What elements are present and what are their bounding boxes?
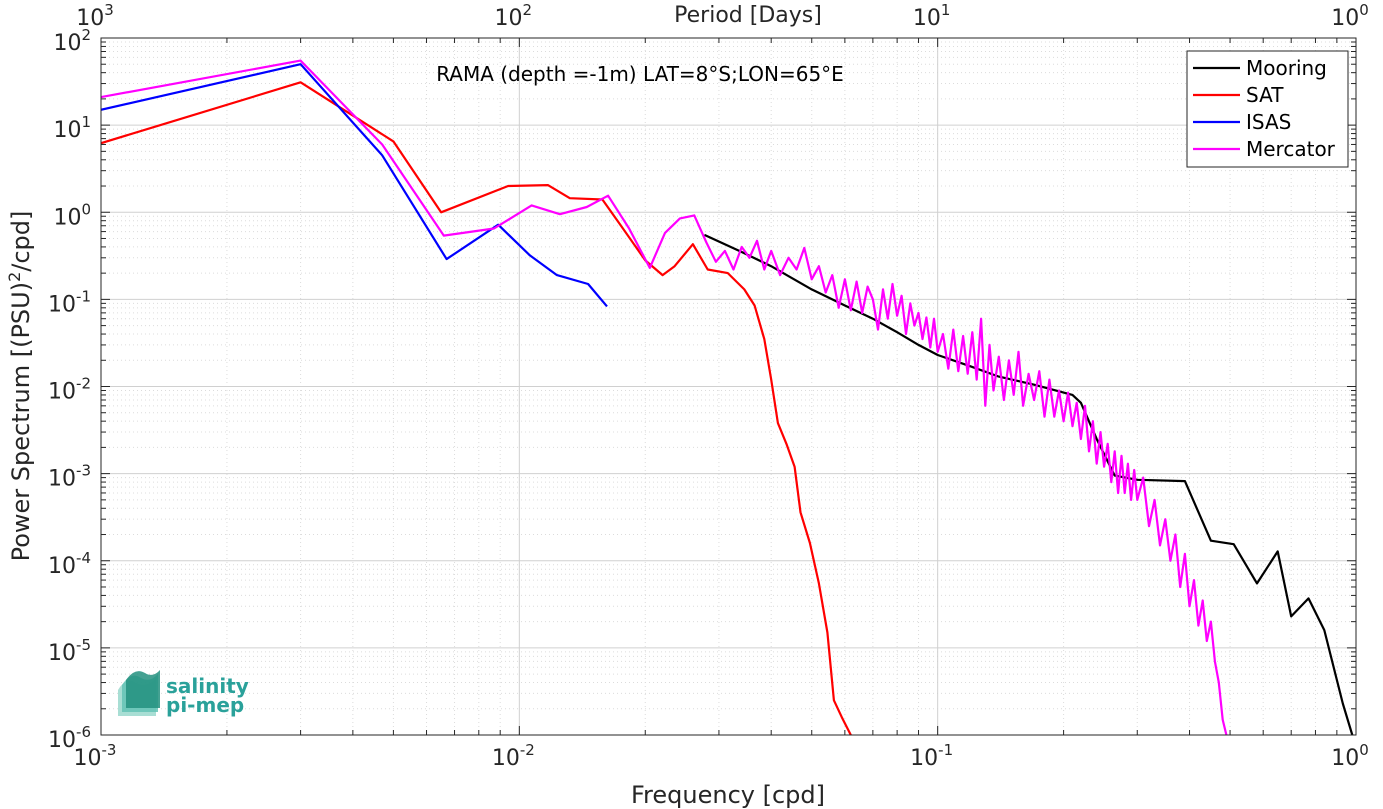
grid [100,37,1357,736]
tick-marks [100,37,1357,736]
x2-tick-label: 103 [76,1,114,31]
x-tick-label: 10-1 [910,741,953,771]
salinity-pi-mep-logo: salinity pi-mep [118,670,249,717]
legend-label-isas: ISAS [1246,110,1291,134]
x-tick-label: 10-3 [74,741,117,771]
x-axis-label: Frequency [cpd] [631,781,825,809]
y-axis-label-tail: /cpd] [7,211,35,272]
y-tick-label: 10-3 [48,462,91,492]
y-axis-label-sup: 2 [5,272,24,282]
legend-label-mercator: Mercator [1246,137,1336,161]
legend-label-sat: SAT [1246,83,1284,107]
y-tick-label: 100 [53,200,91,230]
y-axis-label-main: Power Spectrum [(PSU) [7,282,35,561]
series-line-mercator [101,59,1228,735]
x-tick-label: 100 [1331,741,1369,771]
legend: Mooring SAT ISAS Mercator [1186,50,1349,168]
series-line-mooring [703,233,1354,735]
series-line-sat [101,81,852,735]
x2-tick-label: 100 [1331,1,1369,31]
chart-title: RAMA (depth =-1m) LAT=8°S;LON=65°E [436,62,844,86]
legend-label-mooring: Mooring [1246,56,1327,80]
y-tick-labels: 102 101 100 10-1 10-2 10-3 10-4 10-5 10-6 [48,26,91,753]
y-axis-label: Power Spectrum [(PSU)2/cpd] [5,211,35,562]
x-tick-label: 10-2 [492,741,535,771]
y-tick-label: 10-6 [48,723,91,753]
x2-tick-label: 101 [913,1,951,31]
y-tick-label: 10-1 [48,287,91,317]
x-tick-labels: 10-3 10-2 10-1 100 [74,741,1369,771]
logo-waves-icon [118,670,160,716]
plot-lines [101,59,1354,735]
y-tick-label: 10-4 [48,549,91,579]
y-tick-label: 102 [53,26,91,56]
x2-tick-labels: 103 102 101 100 [76,1,1369,31]
logo-line1: salinity [166,674,249,698]
x2-tick-label: 102 [495,1,533,31]
y-tick-label: 10-5 [48,636,91,666]
legend-box [1186,50,1349,168]
y-tick-label: 101 [53,113,91,143]
logo-line2: pi-mep [166,693,244,717]
y-tick-label: 10-2 [48,375,91,405]
x2-axis-label: Period [Days] [674,3,822,28]
